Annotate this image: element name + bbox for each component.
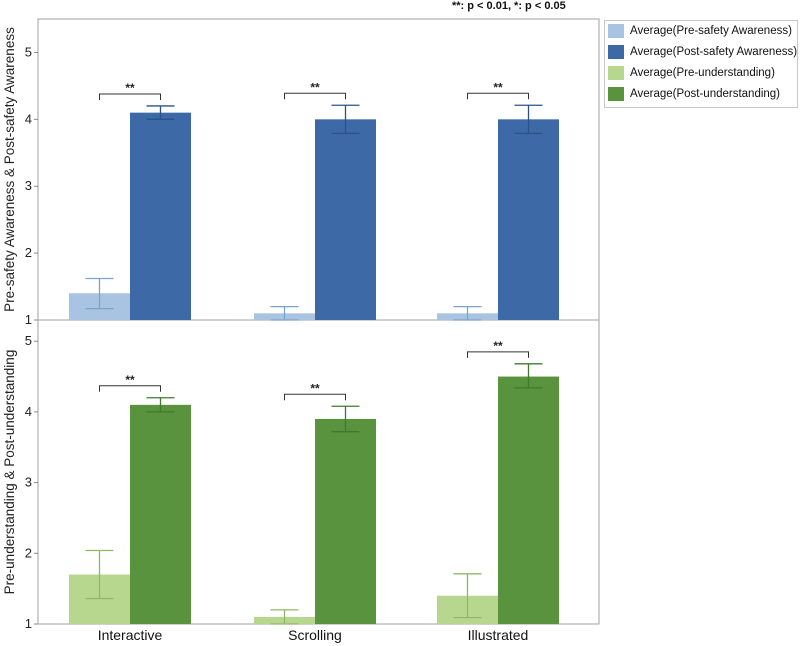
bar xyxy=(130,112,191,321)
significance-label: ** xyxy=(125,373,135,387)
legend-swatch xyxy=(608,45,624,59)
y-axis-title: Pre-safety Awareness & Post-safety Aware… xyxy=(2,27,17,312)
significance-note: **: p < 0.01, *: p < 0.05 xyxy=(452,0,566,12)
y-tick-label: 4 xyxy=(25,111,32,126)
y-axis-title: Pre-understanding & Post-understanding xyxy=(2,350,17,595)
x-tick-label: Interactive xyxy=(98,627,163,643)
legend-label: Average(Pre-understanding) xyxy=(630,67,775,79)
y-tick-label: 3 xyxy=(25,178,32,193)
significance-bracket xyxy=(284,393,346,401)
significance-bracket xyxy=(467,351,529,358)
y-tick-label: 4 xyxy=(25,404,32,419)
legend-item: Average(Post-understanding) xyxy=(608,86,780,102)
legend-label: Average(Post-safety Awareness) xyxy=(630,46,798,58)
x-tick-label: Scrolling xyxy=(288,627,342,643)
bar xyxy=(315,418,376,624)
legend-item: Average(Post-safety Awareness) xyxy=(608,44,797,60)
bar xyxy=(315,119,376,320)
x-tick-label: Illustrated xyxy=(468,627,529,643)
y-tick-label: 1 xyxy=(25,312,32,327)
legend-item: Average(Pre-understanding) xyxy=(608,65,775,81)
significance-label: ** xyxy=(310,80,320,94)
y-tick-label: 2 xyxy=(25,545,32,560)
significance-bracket xyxy=(99,385,161,392)
y-tick-label: 1 xyxy=(25,616,32,631)
y-tick-label: 5 xyxy=(25,44,32,59)
significance-label: ** xyxy=(310,381,320,395)
significance-label: ** xyxy=(125,81,135,95)
significance-label: ** xyxy=(493,80,503,94)
y-tick-label: 3 xyxy=(25,475,32,490)
legend-item: Average(Pre-safety Awareness) xyxy=(608,23,792,39)
legend-swatch xyxy=(608,66,624,80)
legend-label: Average(Pre-safety Awareness) xyxy=(630,25,792,37)
bar xyxy=(498,376,559,624)
significance-bracket xyxy=(99,93,161,100)
bar xyxy=(130,404,191,624)
legend-swatch xyxy=(608,87,624,101)
legend-swatch xyxy=(608,24,624,38)
legend-label: Average(Post-understanding) xyxy=(630,88,781,100)
significance-bracket xyxy=(284,92,346,100)
significance-bracket xyxy=(467,92,529,100)
bar xyxy=(498,119,559,320)
legend: Average(Pre-safety Awareness) Average(Po… xyxy=(604,20,798,108)
y-tick-label: 2 xyxy=(25,245,32,260)
significance-label: ** xyxy=(493,339,503,353)
y-tick-label: 5 xyxy=(25,333,32,348)
